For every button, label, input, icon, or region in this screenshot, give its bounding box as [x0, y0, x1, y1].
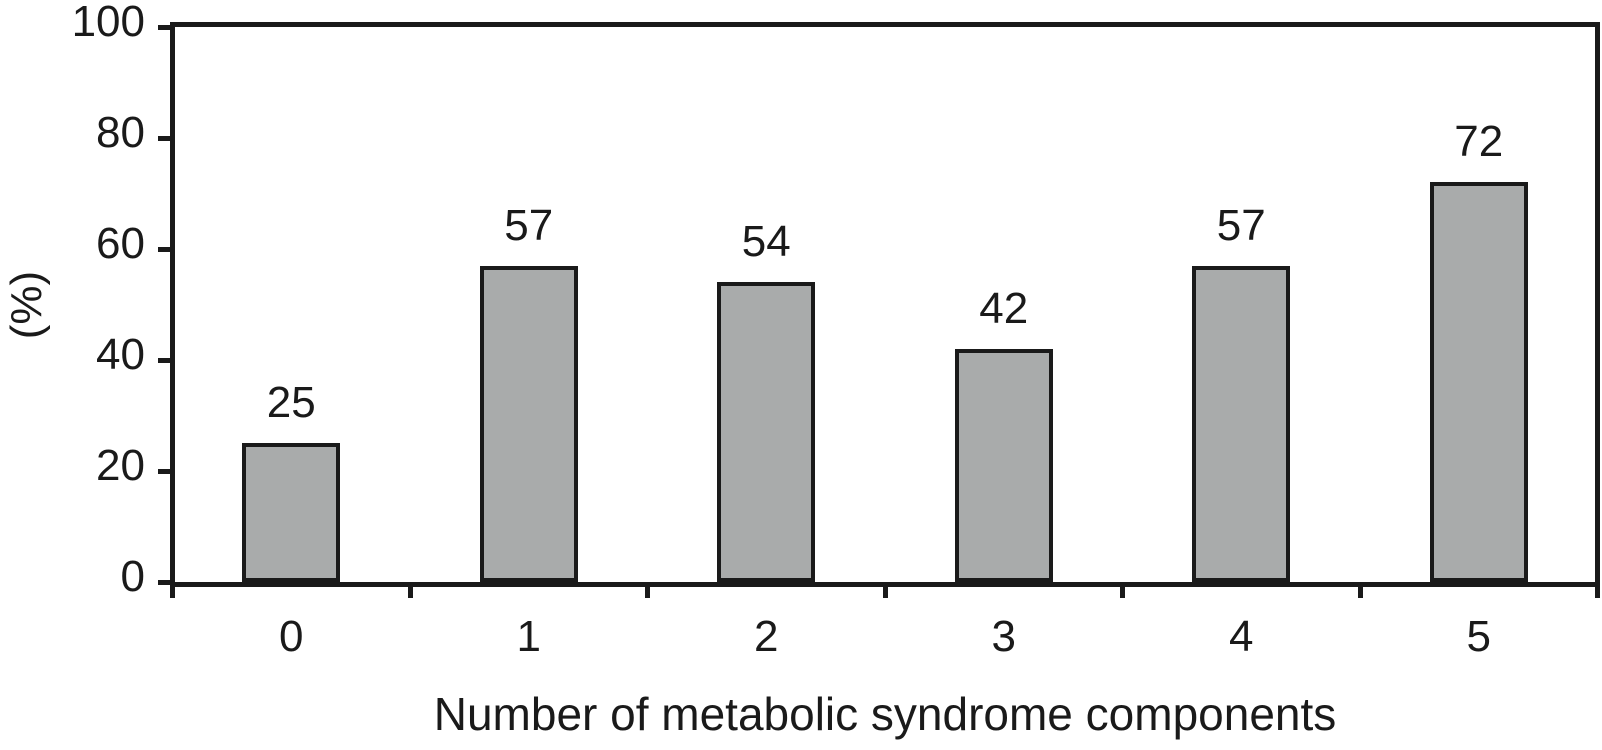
- x-axis-tick: [407, 582, 413, 598]
- bar-category-5: [1429, 182, 1528, 582]
- x-axis-tick: [170, 582, 175, 598]
- x-axis-tick: [645, 582, 650, 598]
- y-axis-tick: [158, 468, 175, 474]
- plot-area: 25 57 54 42 57 72: [158, 22, 1600, 598]
- bar-value-label: 57: [504, 200, 554, 250]
- x-tick-label: 0: [279, 612, 304, 661]
- x-axis-tick: [882, 582, 888, 598]
- bar-category-3: [954, 348, 1053, 582]
- x-tick-label: 4: [1229, 612, 1254, 661]
- y-tick-label: 40: [96, 330, 145, 379]
- bar-category-4: [1192, 265, 1291, 582]
- bar-value-label: 54: [741, 217, 791, 267]
- bar-value-label: 25: [266, 378, 316, 428]
- y-tick-label: 100: [71, 0, 145, 46]
- plot-frame: [170, 22, 1600, 587]
- bar-category-1: [479, 265, 578, 582]
- bar-category-0: [242, 443, 341, 582]
- bar-value-label: 57: [1216, 200, 1266, 250]
- y-axis-tick: [158, 246, 175, 252]
- y-tick-label: 60: [96, 219, 145, 268]
- bar-value-label: 42: [979, 283, 1029, 333]
- x-axis-title: Number of metabolic syndrome components: [433, 688, 1337, 740]
- y-axis-tick: [158, 135, 175, 141]
- x-axis-tick: [1357, 582, 1363, 598]
- bar-value-label: 72: [1454, 117, 1504, 167]
- y-axis-tick: [158, 579, 175, 585]
- x-tick-label: 2: [754, 612, 779, 661]
- x-tick-label: 5: [1466, 612, 1491, 661]
- x-axis-tick: [1595, 582, 1600, 598]
- x-tick-label: 3: [991, 612, 1016, 661]
- x-axis-tick: [1120, 582, 1125, 598]
- bar-category-2: [717, 282, 816, 582]
- y-axis-tick: [158, 357, 175, 363]
- y-tick-label: 20: [96, 441, 145, 490]
- x-tick-label: 1: [516, 612, 541, 661]
- y-tick-label: 0: [120, 552, 145, 601]
- y-axis-tick: [158, 24, 175, 30]
- y-tick-label: 80: [96, 108, 145, 157]
